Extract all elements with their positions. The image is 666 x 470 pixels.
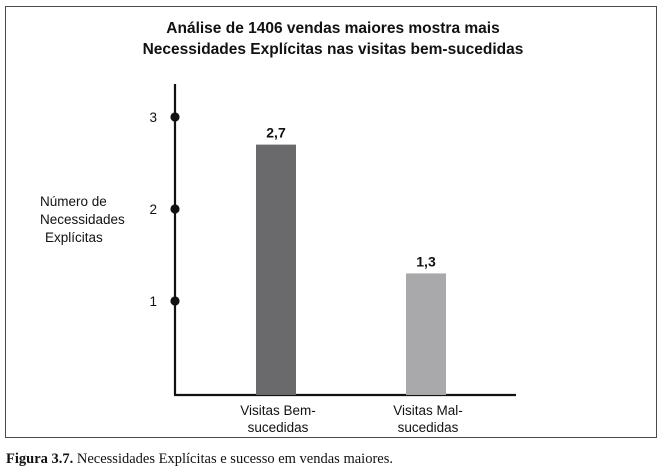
- chart-title: Análise de 1406 vendas maiores mostra ma…: [0, 18, 666, 60]
- chart-title-line-2: Necessidades Explícitas nas visitas bem-…: [142, 41, 524, 58]
- figure-frame: [5, 6, 657, 438]
- y-axis-label-line-3: Explícitas: [45, 230, 103, 245]
- chart-title-line-1: Análise de 1406 vendas maiores mostra ma…: [166, 20, 500, 37]
- bar-value-label: 2,7: [266, 125, 286, 141]
- y-tick-label: 3: [149, 110, 157, 125]
- figure-caption-label: Figura 3.7.: [6, 451, 74, 467]
- y-axis-label-line-1: Número de: [40, 194, 107, 209]
- bar: [406, 273, 446, 395]
- y-tick-marker: [170, 296, 180, 306]
- y-tick-label: 1: [149, 294, 157, 309]
- y-tick-marker: [170, 112, 180, 122]
- x-category-label: sucedidas: [398, 420, 459, 435]
- bar: [256, 144, 296, 395]
- figure-caption: Figura 3.7. Necessidades Explícitas e su…: [6, 451, 393, 468]
- x-category-label: Visitas Bem-: [240, 403, 316, 418]
- x-category-label: sucedidas: [248, 420, 309, 435]
- y-tick-marker: [170, 204, 180, 214]
- bar-value-label: 1,3: [416, 253, 436, 269]
- y-axis-label: Número de Necessidades Explícitas: [40, 193, 125, 247]
- figure-caption-text: Necessidades Explícitas e sucesso em ven…: [76, 451, 393, 467]
- y-axis-label-line-2: Necessidades: [40, 212, 125, 227]
- x-category-label: Visitas Mal-: [393, 403, 463, 418]
- y-tick-label: 2: [149, 202, 157, 217]
